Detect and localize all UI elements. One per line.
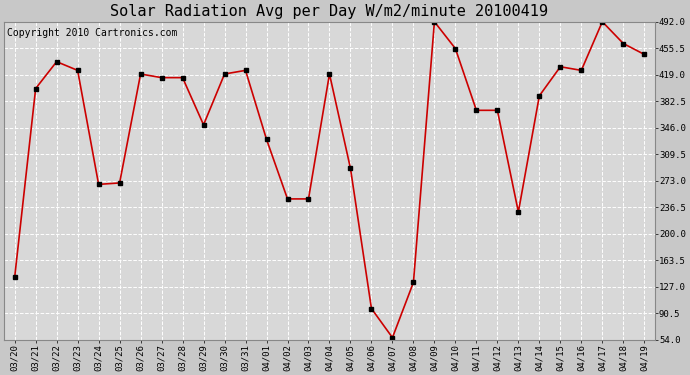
Text: Copyright 2010 Cartronics.com: Copyright 2010 Cartronics.com — [8, 28, 178, 38]
Title: Solar Radiation Avg per Day W/m2/minute 20100419: Solar Radiation Avg per Day W/m2/minute … — [110, 4, 549, 19]
